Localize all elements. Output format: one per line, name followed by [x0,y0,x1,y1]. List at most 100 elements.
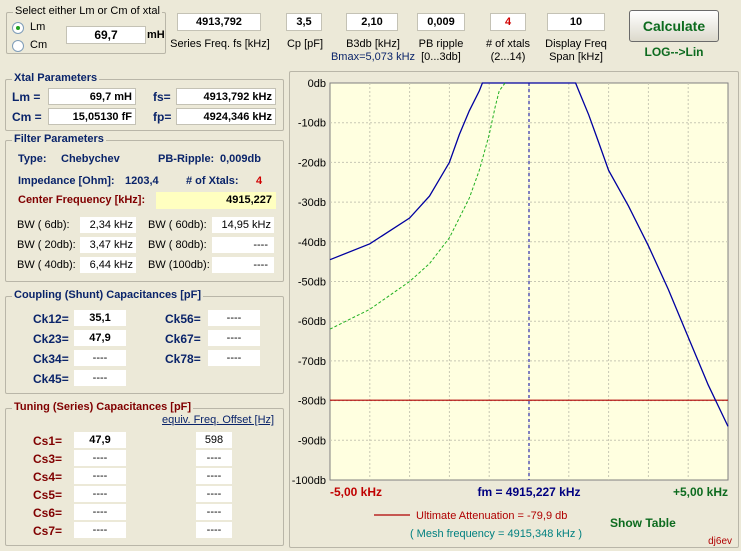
series-freq-input[interactable]: 4913,792 [177,13,261,31]
x-label-left: -5,00 kHz [330,485,382,499]
filter-ripple-value: 0,009db [220,153,261,165]
ck-label: Ck12= [33,312,69,326]
cs-offset: ---- [196,450,232,466]
coupling-capacitances-group: Coupling (Shunt) Capacitances [pF] [5,289,284,394]
tuning-capacitances-title: Tuning (Series) Capacitances [pF] [12,401,194,413]
b3db-label: B3db [kHz] [346,38,400,50]
xtal-parameters-group: Xtal Parameters [5,72,284,131]
bw-label: BW (100db): [148,259,210,271]
y-tick-label: -90db [298,435,326,447]
xtal-parameters-title: Xtal Parameters [12,72,100,84]
y-tick-label: -80db [298,396,326,408]
ck-label: Ck23= [33,332,69,346]
y-tick-label: -60db [298,316,326,328]
ck-label: Ck78= [165,352,201,366]
log-lin-toggle[interactable]: LOG-->Lin [644,45,704,59]
fs-param-value: 4913,792 kHz [176,88,276,105]
cs-offset: ---- [196,504,232,520]
pb-ripple-sublabel: [0...3db] [421,51,461,63]
x-label-right: +5,00 kHz [673,485,728,499]
calculate-button[interactable]: Calculate [629,10,719,42]
center-frequency-value: 4915,227 [156,192,276,209]
center-frequency-label: Center Frequency [kHz]: [18,194,146,206]
fs-param-label: fs= [153,90,171,104]
cs-value: ---- [74,504,126,520]
y-tick-label: -30db [298,197,326,209]
y-tick-label: -20db [298,157,326,169]
y-tick-labels: 0db -10db -20db -30db -40db -50db -60db -70db -8… [292,78,326,487]
bw-label: BW ( 80db): [148,239,207,251]
filter-response-curve [329,82,729,427]
bw-value: 3,47 kHz [80,237,136,253]
ck-label: Ck45= [33,372,69,386]
pb-ripple-input[interactable]: 0,009 [417,13,465,31]
display-span-label: Display Freq [545,38,607,50]
lm-cm-unit: mH [147,29,165,41]
lm-radio[interactable] [12,22,24,34]
cs-value: ---- [74,486,126,502]
signature: dj6ev [708,536,732,547]
attenuation-legend-label: Ultimate Attenuation = -79,9 db [416,510,567,522]
y-tick-label: 0db [308,78,326,90]
cm-param-value: 15,05130 fF [48,108,136,125]
display-span-sublabel: Span [kHz] [549,51,603,63]
bw-value: 14,95 kHz [212,217,274,233]
bw-label: BW ( 60db): [148,219,207,231]
b3db-input[interactable]: 2,10 [346,13,398,31]
bw-value: ---- [212,237,274,253]
filter-parameters-title: Filter Parameters [12,133,106,145]
display-span-input[interactable]: 10 [547,13,605,31]
ck-label: Ck56= [165,312,201,326]
cs-offset: ---- [196,486,232,502]
lm-radio-label[interactable]: Lm [30,21,46,33]
y-tick-label: -40db [298,237,326,249]
filter-xtals-value: 4 [256,175,263,187]
series-freq-label: Series Freq. fs [kHz] [170,38,270,50]
y-tick-label: -100db [292,475,326,487]
fp-param-value: 4924,346 kHz [176,108,276,125]
cs-value: 47,9 [74,432,126,448]
fp-param-label: fp= [153,110,172,124]
tuning-capacitances-group: Tuning (Series) Capacitances [pF] [5,401,284,546]
ck-value: ---- [74,370,126,386]
bw-label: BW ( 20db): [17,239,76,251]
cs-value: ---- [74,468,126,484]
filter-type-label: Type: [18,153,47,165]
ck-label: Ck34= [33,352,69,366]
cs-label: Cs7= [33,524,63,538]
show-table-button[interactable]: Show Table [610,516,676,530]
cs-offset: 598 [196,432,232,448]
cp-input[interactable]: 3,5 [286,13,322,31]
group-delay-curve [329,82,506,330]
cm-radio[interactable] [12,40,24,52]
ck-value: 47,9 [74,330,126,346]
bw-label: BW ( 40db): [17,259,76,271]
y-tick-label: -10db [298,118,326,130]
ck-value: ---- [208,350,260,366]
impedance-value: 1203,4 [125,175,159,187]
freq-offset-header: equiv. Freq. Offset [Hz] [162,414,275,426]
ck-value: 35,1 [74,310,126,326]
lm-cm-input[interactable]: 69,7 [66,26,146,44]
ck-label: Ck67= [165,332,201,346]
bw-value: 6,44 kHz [80,257,136,273]
chart-panel [289,71,739,548]
cm-radio-label[interactable]: Cm [30,39,48,51]
pb-ripple-label: PB ripple [418,38,464,50]
bmax-label: Bmax=5,073 kHz [330,51,416,63]
lm-param-label: Lm = [12,90,41,104]
num-xtals-input[interactable]: 4 [490,13,526,31]
num-xtals-sublabel: (2...14) [490,51,526,63]
y-tick-label: -70db [298,356,326,368]
mesh-frequency-label: ( Mesh frequency = 4915,348 kHz ) [410,528,582,540]
filter-parameters-group: Filter Parameters [5,133,284,282]
cs-label: Cs6= [33,506,63,520]
cs-offset: ---- [196,522,232,538]
cs-label: Cs3= [33,452,63,466]
impedance-label: Impedance [Ohm]: [18,175,115,187]
ck-value: ---- [74,350,126,366]
cp-label: Cp [pF] [286,38,324,50]
bw-value: ---- [212,257,274,273]
filter-type-value: Chebychev [61,153,120,165]
ck-value: ---- [208,330,260,346]
